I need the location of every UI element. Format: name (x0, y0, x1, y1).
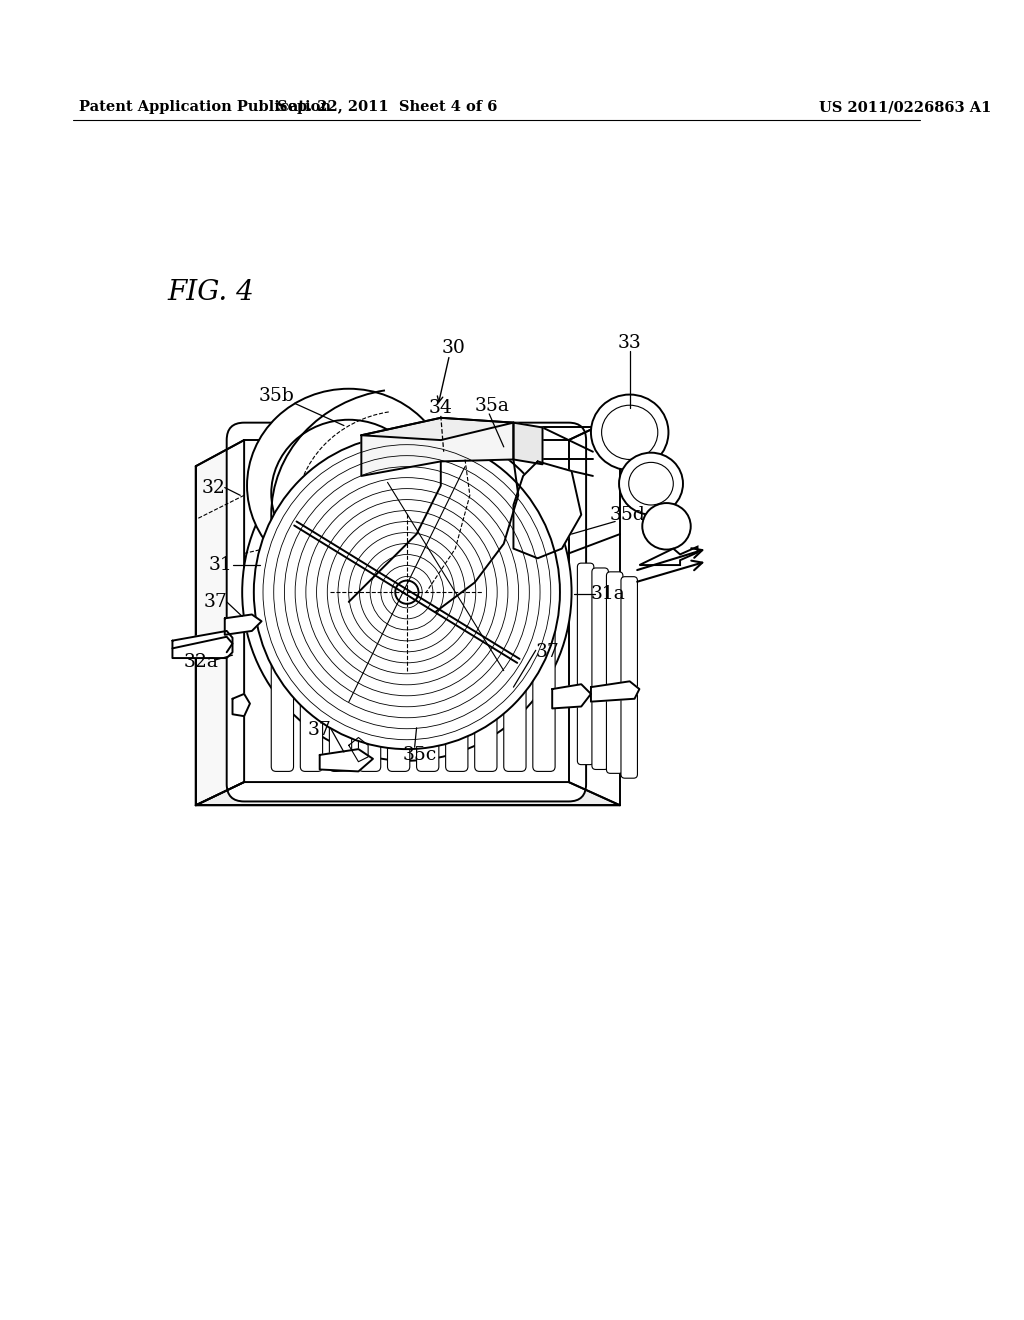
Text: 32: 32 (201, 479, 225, 496)
Text: 31: 31 (209, 556, 232, 574)
Polygon shape (319, 750, 373, 771)
Polygon shape (172, 631, 232, 659)
Text: 37: 37 (308, 721, 332, 739)
Polygon shape (639, 546, 697, 565)
FancyBboxPatch shape (417, 602, 439, 771)
Ellipse shape (395, 581, 419, 603)
FancyBboxPatch shape (504, 602, 526, 771)
Text: 30: 30 (441, 339, 465, 356)
Text: 35a: 35a (475, 397, 510, 416)
FancyBboxPatch shape (358, 602, 381, 771)
FancyBboxPatch shape (578, 564, 594, 764)
Text: FIG. 4: FIG. 4 (168, 280, 254, 306)
FancyBboxPatch shape (592, 568, 608, 770)
Polygon shape (591, 681, 639, 702)
Ellipse shape (254, 436, 560, 750)
FancyBboxPatch shape (606, 572, 623, 774)
FancyBboxPatch shape (330, 602, 351, 771)
Ellipse shape (271, 420, 426, 568)
Polygon shape (172, 636, 232, 652)
Polygon shape (196, 781, 620, 805)
FancyBboxPatch shape (532, 602, 555, 771)
Polygon shape (361, 418, 513, 440)
Text: 35d: 35d (610, 506, 646, 524)
Polygon shape (361, 418, 513, 477)
Text: 32a: 32a (184, 653, 219, 671)
FancyBboxPatch shape (226, 422, 586, 801)
Polygon shape (196, 440, 244, 805)
Text: 33: 33 (617, 334, 642, 352)
FancyBboxPatch shape (475, 602, 497, 771)
Ellipse shape (620, 453, 683, 515)
Polygon shape (224, 615, 261, 635)
Text: 31a: 31a (591, 585, 626, 603)
Ellipse shape (247, 389, 451, 582)
Text: 37: 37 (536, 643, 559, 661)
FancyBboxPatch shape (271, 602, 294, 771)
FancyBboxPatch shape (300, 602, 323, 771)
Polygon shape (232, 694, 250, 717)
Text: Patent Application Publication: Patent Application Publication (80, 100, 332, 114)
Text: 34: 34 (429, 399, 453, 417)
Text: US 2011/0226863 A1: US 2011/0226863 A1 (818, 100, 991, 114)
Polygon shape (513, 422, 543, 465)
Text: 35b: 35b (258, 388, 294, 405)
Ellipse shape (602, 405, 657, 459)
FancyBboxPatch shape (387, 602, 410, 771)
Ellipse shape (591, 395, 669, 470)
Text: 35c: 35c (402, 746, 436, 764)
Text: 37: 37 (203, 593, 227, 611)
Polygon shape (552, 684, 591, 709)
Polygon shape (513, 462, 582, 558)
Ellipse shape (629, 462, 674, 506)
FancyBboxPatch shape (621, 577, 638, 779)
FancyBboxPatch shape (445, 602, 468, 771)
Ellipse shape (642, 503, 691, 549)
Text: Sep. 22, 2011  Sheet 4 of 6: Sep. 22, 2011 Sheet 4 of 6 (278, 100, 498, 114)
Ellipse shape (243, 424, 571, 760)
